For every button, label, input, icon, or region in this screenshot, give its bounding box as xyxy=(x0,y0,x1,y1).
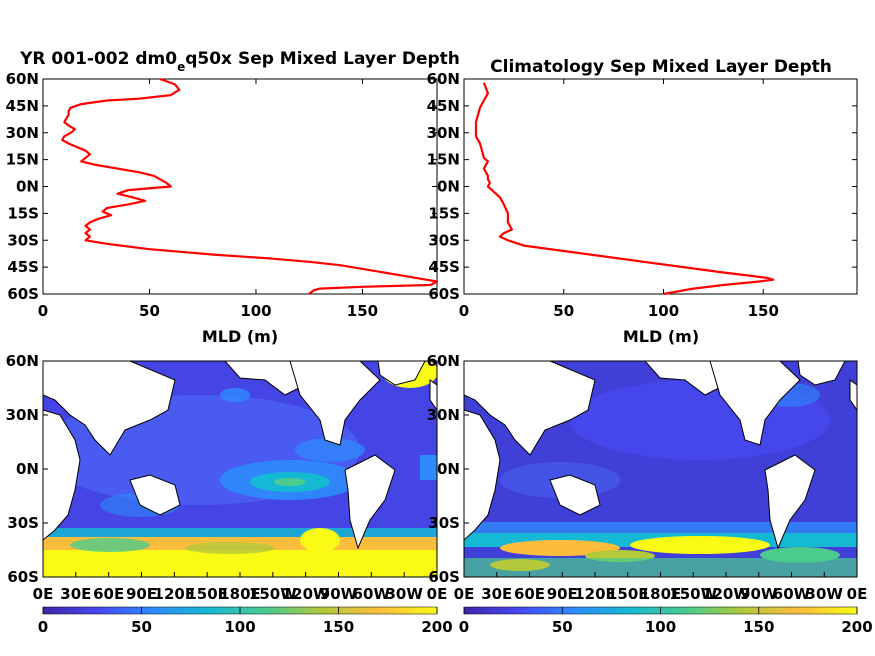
data-line xyxy=(61,77,439,295)
x-tick-label: 60E xyxy=(514,585,545,603)
chart-title: YR 001-002 dm0eq50x Sep Mixed Layer Dept… xyxy=(19,49,460,74)
panel-top-right: Climatology Sep Mixed Layer Depth 60N 45N… xyxy=(427,57,858,346)
x-tick-label: 0 xyxy=(459,302,469,320)
x-tick-label: 150W xyxy=(669,585,717,603)
plot-area xyxy=(463,78,858,295)
y-tick-label: 60N xyxy=(6,352,39,370)
y-tick-label: 15N xyxy=(427,151,460,169)
colorbar-tick-label: 150 xyxy=(743,618,774,636)
x-tick-label: 100 xyxy=(648,302,679,320)
y-tick-label: 15N xyxy=(6,151,39,169)
x-tick-labels: 0E 30E 60E 90E120E150E180E150W120W90W60W30W… xyxy=(33,572,448,603)
mld-map-field xyxy=(43,361,437,577)
x-tick-label: 180E xyxy=(219,585,261,603)
x-tick-label: 90W xyxy=(740,585,778,603)
x-tick-label: 50 xyxy=(139,302,160,320)
x-tick-label: 150 xyxy=(748,302,779,320)
colorbar-tick-label: 200 xyxy=(841,618,872,636)
colorbar-tick-label: 150 xyxy=(323,618,354,636)
colorbar-tick-label: 200 xyxy=(421,618,452,636)
y-tick-label: 30N xyxy=(427,124,460,142)
y-tick-label: 60S xyxy=(428,568,460,586)
x-tick-label: 0E xyxy=(33,585,54,603)
x-tick-label: 30W xyxy=(385,585,423,603)
y-tick-label: 0N xyxy=(437,178,460,196)
x-tick-label: 150 xyxy=(347,302,378,320)
y-tick-label: 30N xyxy=(6,124,39,142)
colorbar-tick-label: 100 xyxy=(224,618,255,636)
y-tick-labels: 60N 45N 30N 15N 0N 15S 30S 45S 60S xyxy=(427,70,857,303)
panel-top-left: YR 001-002 dm0eq50x Sep Mixed Layer Dept… xyxy=(6,49,460,346)
x-tick-label: 30E xyxy=(60,585,91,603)
x-tick-label: 150E xyxy=(186,585,228,603)
x-tick-label: 150W xyxy=(249,585,297,603)
colorbar-tick-label: 0 xyxy=(459,618,469,636)
x-tick-label: 120E xyxy=(154,585,196,603)
x-tick-label: 90E xyxy=(126,585,157,603)
y-tick-labels: 60N 30N 0N 30S 60S xyxy=(427,352,469,586)
y-tick-label: 30S xyxy=(7,231,39,249)
x-tick-label: 60W xyxy=(353,585,391,603)
colorbar-tick-label: 50 xyxy=(131,618,152,636)
x-tick-label: 0E xyxy=(454,585,475,603)
x-tick-label: 60W xyxy=(773,585,811,603)
land-masses xyxy=(43,361,437,550)
x-tick-label: 90E xyxy=(547,585,578,603)
colorbar-tick-labels: 0 50 100 150 200 xyxy=(459,607,873,636)
colorbar-tick-label: 0 xyxy=(38,618,48,636)
x-tick-label: 60E xyxy=(93,585,124,603)
y-tick-label: 45N xyxy=(427,97,460,115)
colorbar-tick-labels: 0 50 100 150 200 xyxy=(38,607,453,636)
x-tick-label: 0E xyxy=(847,585,868,603)
y-tick-label: 30S xyxy=(428,514,460,532)
x-tick-labels: 0E 30E 60E 90E120E150E180E150W120W90W60W30W… xyxy=(454,572,868,603)
y-tick-label: 60N xyxy=(427,352,460,370)
colorbar-tick-label: 100 xyxy=(645,618,676,636)
x-tick-label: 30W xyxy=(806,585,844,603)
x-tick-label: 0E xyxy=(427,585,448,603)
land-masses xyxy=(464,361,857,550)
y-tick-label: 15S xyxy=(428,204,460,222)
y-tick-label: 0N xyxy=(16,460,39,478)
y-tick-label: 15S xyxy=(7,204,39,222)
y-tick-label: 60N xyxy=(427,70,460,88)
x-tick-label: 180E xyxy=(640,585,682,603)
y-tick-label: 30N xyxy=(6,406,39,424)
chart-title: Climatology Sep Mixed Layer Depth xyxy=(490,57,832,77)
y-tick-labels: 60N 45N 30N 15N 0N 15S 30S 45S 60S xyxy=(6,70,437,303)
x-tick-label: 100 xyxy=(240,302,271,320)
y-tick-label: 30S xyxy=(7,514,39,532)
y-tick-label: 60S xyxy=(7,285,39,303)
y-tick-label: 60S xyxy=(7,568,39,586)
y-tick-label: 45S xyxy=(7,258,39,276)
x-tick-label: 120W xyxy=(282,585,330,603)
x-tick-labels: 0 50 100 150 xyxy=(38,79,378,320)
x-tick-label: 30E xyxy=(481,585,512,603)
y-tick-label: 30S xyxy=(428,231,460,249)
x-tick-label: 120E xyxy=(574,585,616,603)
data-line xyxy=(474,82,775,296)
x-tick-label: 150E xyxy=(607,585,649,603)
y-tick-label: 60S xyxy=(428,285,460,303)
y-tick-labels: 60N 30N 0N 30S 60S xyxy=(6,352,48,586)
x-tick-label: 0 xyxy=(38,302,48,320)
x-axis-label: MLD (m) xyxy=(623,327,699,346)
y-tick-label: 45S xyxy=(428,258,460,276)
plot-area xyxy=(42,78,438,295)
colorbar-tick-label: 50 xyxy=(552,618,573,636)
y-tick-label: 60N xyxy=(6,70,39,88)
y-tick-label: 0N xyxy=(16,178,39,196)
y-tick-label: 30N xyxy=(427,406,460,424)
x-tick-label: 120W xyxy=(702,585,750,603)
x-axis-label: MLD (m) xyxy=(202,327,278,346)
y-tick-label: 45N xyxy=(6,97,39,115)
y-tick-label: 0N xyxy=(437,460,460,478)
mld-map-field xyxy=(464,361,857,577)
x-tick-label: 90W xyxy=(320,585,358,603)
x-tick-label: 50 xyxy=(553,302,574,320)
x-tick-labels: 0 50 100 150 xyxy=(459,79,779,320)
